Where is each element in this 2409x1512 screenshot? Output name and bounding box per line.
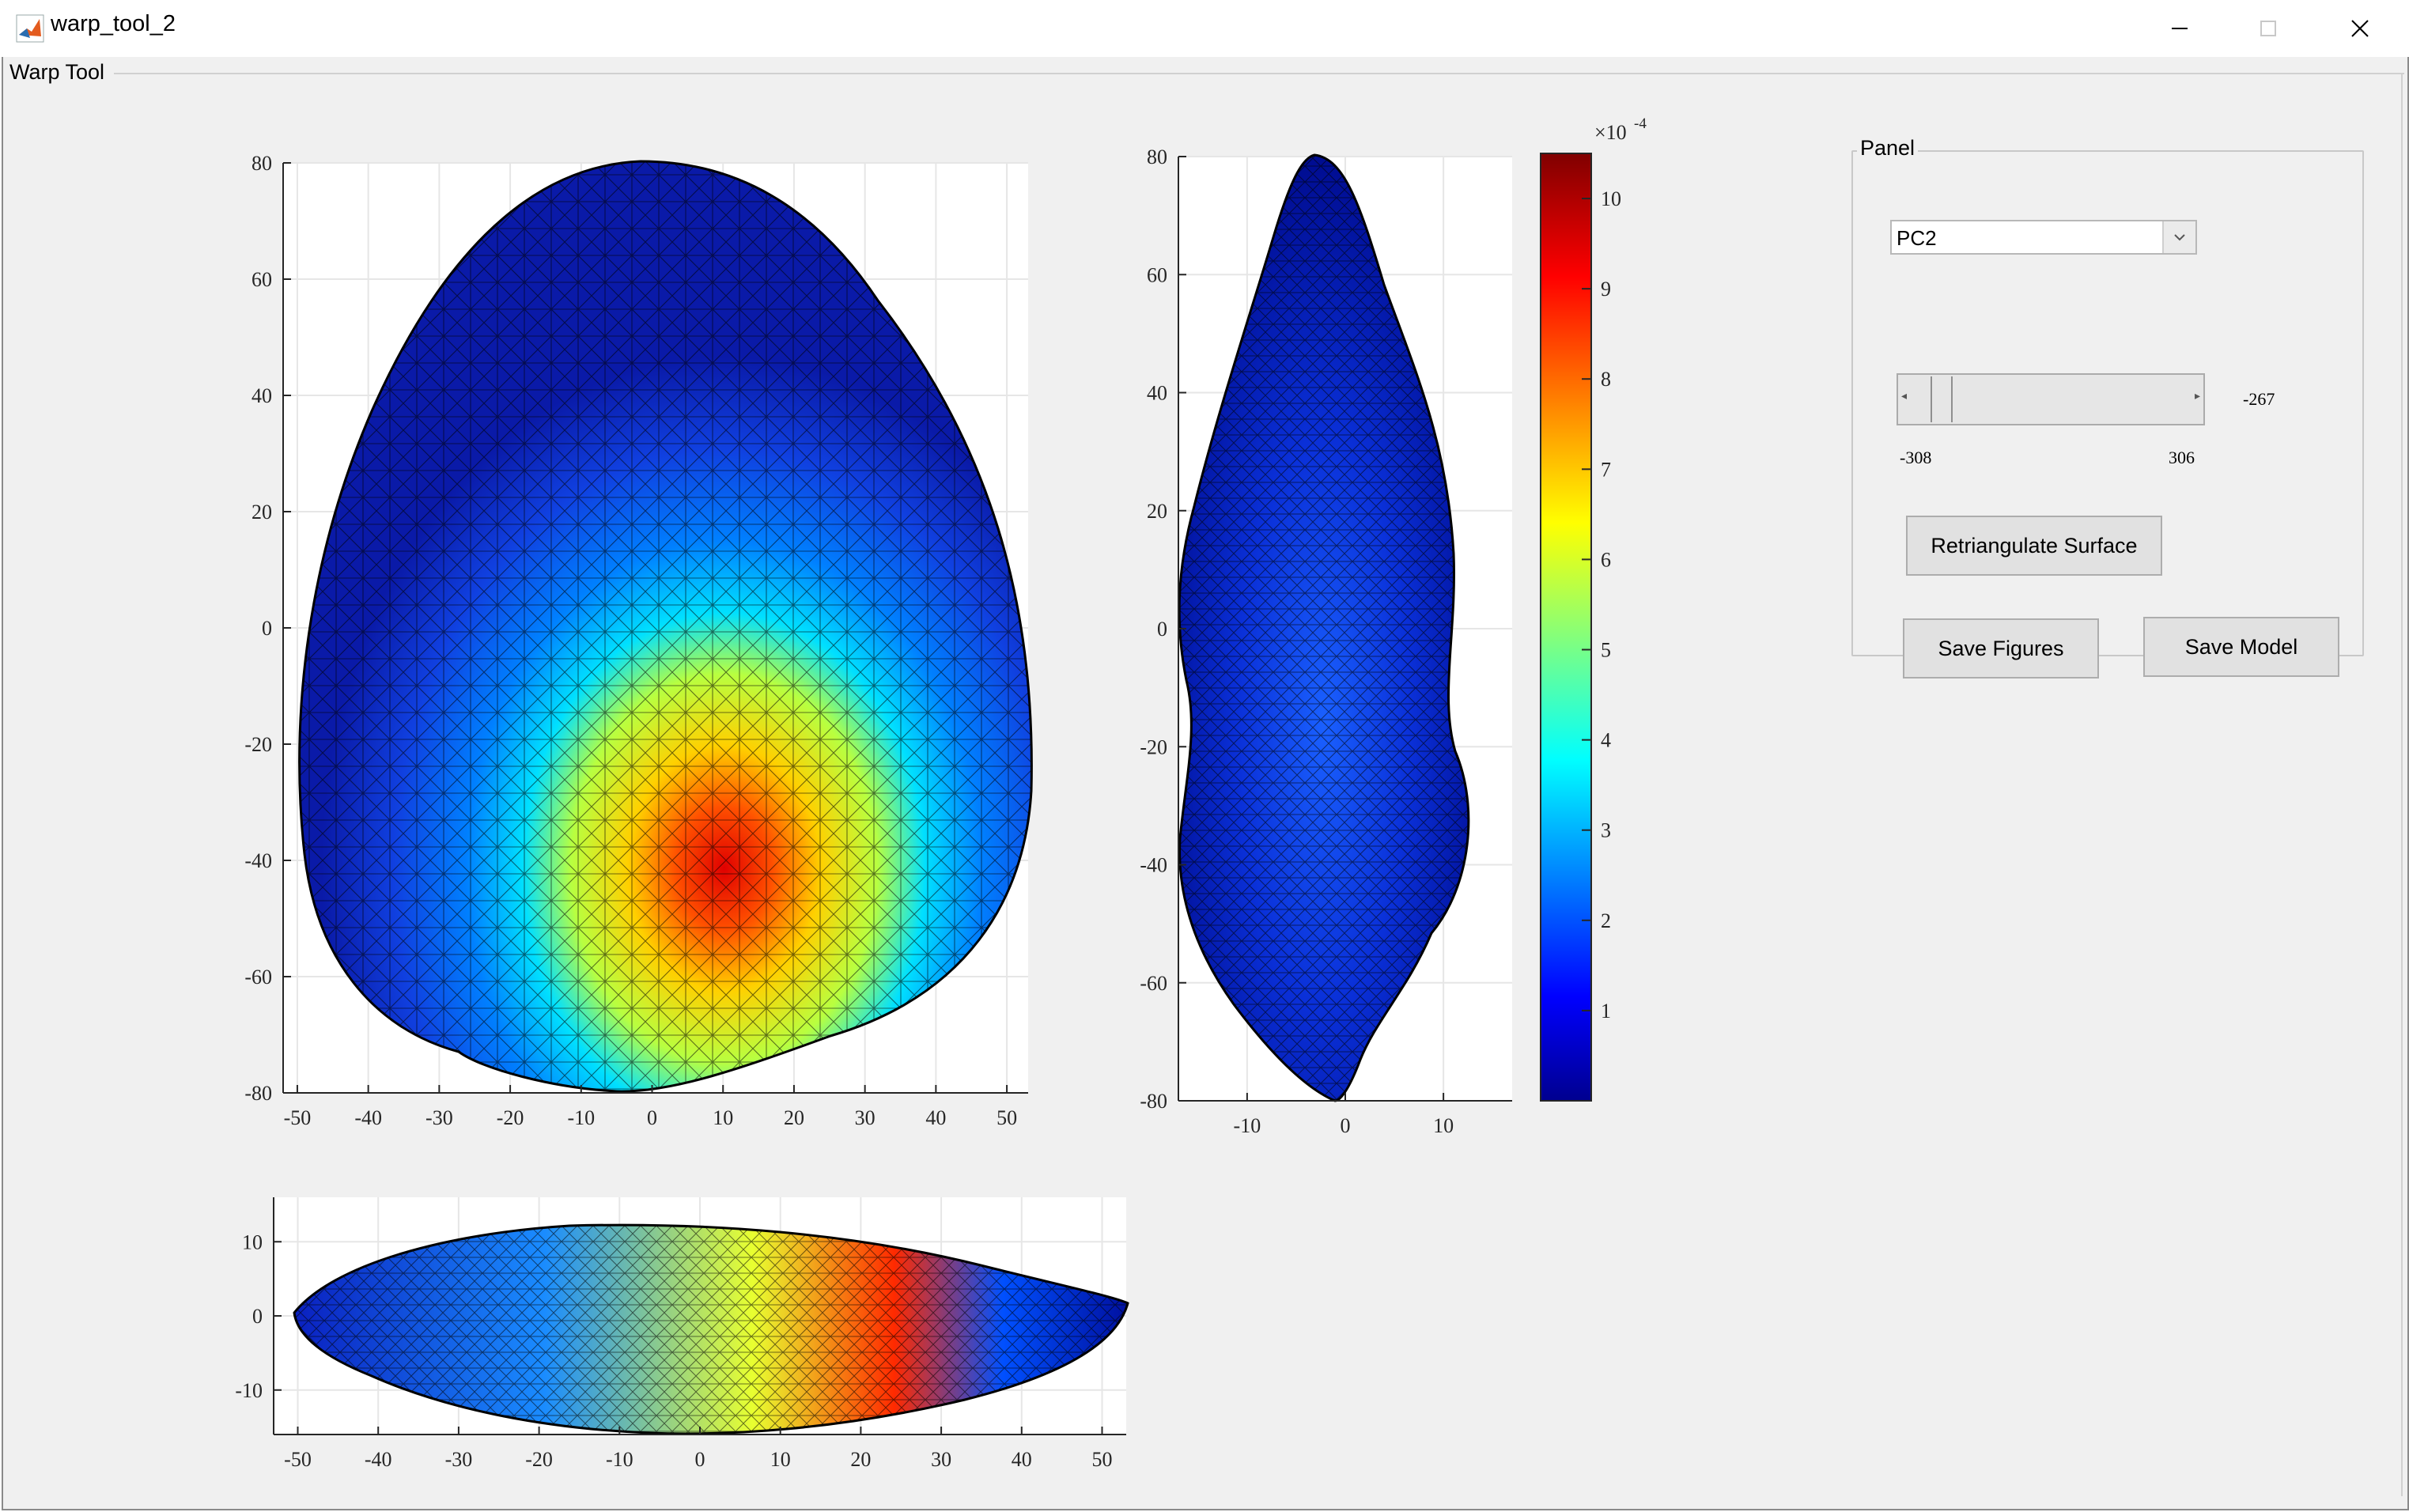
colorbar-tick-label: 6 bbox=[1601, 548, 1611, 571]
slider-right-arrow-icon[interactable]: ▸ bbox=[2194, 389, 2200, 402]
save-model-button[interactable]: Save Model bbox=[2143, 617, 2339, 677]
matlab-icon bbox=[16, 14, 44, 43]
close-icon[interactable] bbox=[2328, 8, 2392, 49]
window-title: warp_tool_2 bbox=[51, 11, 176, 36]
side-view-y-tick-label: -80 bbox=[1140, 1090, 1167, 1113]
colorbar-gradient bbox=[1540, 153, 1592, 1102]
side-view-y-tick-label: 60 bbox=[1147, 263, 1167, 286]
side-view-plot: -10 0 10 80 60 40 20 0 -20 -40 -60 -80 bbox=[1140, 146, 1512, 1137]
front-view-x-tick-label: -20 bbox=[525, 1448, 553, 1471]
top-view-x-tick-label: -10 bbox=[567, 1106, 595, 1129]
colorbar: ×10 -4 10 9 8 7 6 5 4 3 2 1 bbox=[1540, 115, 1647, 1102]
outer-panel-border-right bbox=[2401, 73, 2403, 1496]
colorbar-ticks: 10 9 8 7 6 5 4 3 2 1 bbox=[1582, 187, 1621, 1022]
top-view-x-tick-label: 50 bbox=[997, 1106, 1017, 1129]
top-view-x-tick-label: 40 bbox=[925, 1106, 946, 1129]
side-view-y-tick-label: -60 bbox=[1140, 972, 1167, 995]
front-view-x-tick-label: 40 bbox=[1012, 1448, 1032, 1471]
slider-value-label: -267 bbox=[2243, 389, 2275, 409]
colorbar-tick-label: 1 bbox=[1601, 1000, 1611, 1022]
top-view-x-tick-label: -20 bbox=[497, 1106, 524, 1129]
front-view-plot: -50 -40 -30 -20 -10 0 10 20 30 40 50 10 0 -10 bbox=[235, 1197, 1129, 1471]
colorbar-tick-label: 9 bbox=[1601, 278, 1611, 301]
top-view-x-tick-label: -30 bbox=[425, 1106, 453, 1129]
top-view-y-tick-label: 60 bbox=[251, 268, 272, 291]
top-view-y-tick-label: -60 bbox=[244, 966, 272, 988]
side-view-x-tick-label: 10 bbox=[1433, 1114, 1454, 1137]
front-view-x-tick-label: -30 bbox=[445, 1448, 473, 1471]
title-bar: warp_tool_2 bbox=[0, 0, 2409, 57]
top-view-mesh-lines bbox=[299, 161, 1032, 1092]
chevron-down-icon bbox=[2162, 221, 2195, 253]
side-view-y-tick-label: 0 bbox=[1157, 618, 1167, 641]
slider-min-label: -308 bbox=[1900, 448, 1932, 467]
top-view-y-tick-label: -20 bbox=[244, 733, 272, 756]
front-view-x-tick-label: 10 bbox=[770, 1448, 791, 1471]
outer-panel-border bbox=[114, 73, 2404, 74]
pc-slider[interactable]: ◂ ▸ bbox=[1897, 373, 2205, 425]
colorbar-tick-label: 5 bbox=[1601, 639, 1611, 662]
pc-dropdown[interactable]: PC2 bbox=[1890, 220, 2197, 255]
side-view-y-tick-label: 40 bbox=[1147, 382, 1167, 405]
front-view-x-tick-label: 30 bbox=[931, 1448, 951, 1471]
save-figures-button[interactable]: Save Figures bbox=[1903, 618, 2099, 679]
front-view-mesh-lines bbox=[294, 1225, 1128, 1434]
top-view-ticks: -50 -40 -30 -20 -10 0 10 20 30 40 50 80 60 40 20 0 -20 -4… bbox=[244, 152, 1017, 1129]
top-view-y-tick-label: 0 bbox=[262, 617, 272, 640]
top-view-y-tick-label: 40 bbox=[251, 384, 272, 407]
colorbar-tick-label: 8 bbox=[1601, 368, 1611, 391]
side-view-y-tick-label: 20 bbox=[1147, 500, 1167, 523]
colorbar-tick-label: 10 bbox=[1601, 187, 1621, 210]
top-view-y-tick-label: 20 bbox=[251, 501, 272, 524]
colorbar-exponent: -4 bbox=[1634, 115, 1647, 132]
side-view-x-tick-label: -10 bbox=[1234, 1114, 1261, 1137]
front-view-x-tick-label: -40 bbox=[365, 1448, 392, 1471]
side-view-mesh-lines bbox=[1179, 155, 1469, 1101]
control-panel bbox=[1851, 150, 2364, 656]
front-view-x-tick-label: -10 bbox=[606, 1448, 633, 1471]
front-view-x-tick-label: 50 bbox=[1091, 1448, 1112, 1471]
colorbar-tick-label: 4 bbox=[1601, 729, 1611, 752]
colorbar-tick-label: 3 bbox=[1601, 819, 1611, 842]
pc-dropdown-value: PC2 bbox=[1897, 226, 1937, 250]
slider-left-arrow-icon[interactable]: ◂ bbox=[1901, 389, 1908, 402]
panel-title: Panel bbox=[1857, 136, 1919, 161]
retriangulate-surface-button[interactable]: Retriangulate Surface bbox=[1906, 516, 2162, 576]
top-view-x-tick-label: -50 bbox=[284, 1106, 312, 1129]
side-view-y-tick-label: -20 bbox=[1140, 735, 1167, 758]
top-view-plot: -50 -40 -30 -20 -10 0 10 20 30 40 50 80 60 40 20 0 -20 -4… bbox=[244, 152, 1033, 1129]
side-view-x-tick-label: 0 bbox=[1341, 1114, 1351, 1137]
front-view-x-tick-label: 20 bbox=[850, 1448, 871, 1471]
top-view-y-tick-label: -40 bbox=[244, 849, 272, 872]
front-view-y-tick-label: 10 bbox=[242, 1230, 263, 1253]
top-view-x-tick-label: 10 bbox=[713, 1106, 733, 1129]
top-view-x-tick-label: 0 bbox=[647, 1106, 657, 1129]
front-view-ticks: -50 -40 -30 -20 -10 0 10 20 30 40 50 10 0 -10 bbox=[235, 1230, 1112, 1471]
outer-panel-title: Warp Tool bbox=[9, 60, 110, 85]
slider-max-label: 306 bbox=[2169, 448, 2195, 467]
top-view-y-tick-label: -80 bbox=[244, 1082, 272, 1105]
side-view-ticks: -10 0 10 80 60 40 20 0 -20 -40 -60 -80 bbox=[1140, 146, 1454, 1137]
front-view-x-tick-label: -50 bbox=[284, 1448, 312, 1471]
top-view-y-tick-label: 80 bbox=[251, 152, 272, 175]
slider-thumb[interactable] bbox=[1931, 376, 1953, 422]
top-view-x-tick-label: 20 bbox=[784, 1106, 804, 1129]
front-view-y-tick-label: 0 bbox=[252, 1305, 263, 1328]
top-view-x-tick-label: -40 bbox=[354, 1106, 382, 1129]
front-view-y-tick-label: -10 bbox=[235, 1379, 263, 1402]
colorbar-exponent-base: ×10 bbox=[1594, 121, 1627, 144]
minimize-icon[interactable] bbox=[2148, 8, 2211, 49]
front-view-x-tick-label: 0 bbox=[695, 1448, 705, 1471]
top-view-x-tick-label: 30 bbox=[855, 1106, 875, 1129]
colorbar-tick-label: 2 bbox=[1601, 909, 1611, 932]
side-view-y-tick-label: 80 bbox=[1147, 146, 1167, 168]
colorbar-tick-label: 7 bbox=[1601, 458, 1611, 481]
side-view-y-tick-label: -40 bbox=[1140, 854, 1167, 877]
maximize-icon[interactable] bbox=[2237, 8, 2300, 49]
